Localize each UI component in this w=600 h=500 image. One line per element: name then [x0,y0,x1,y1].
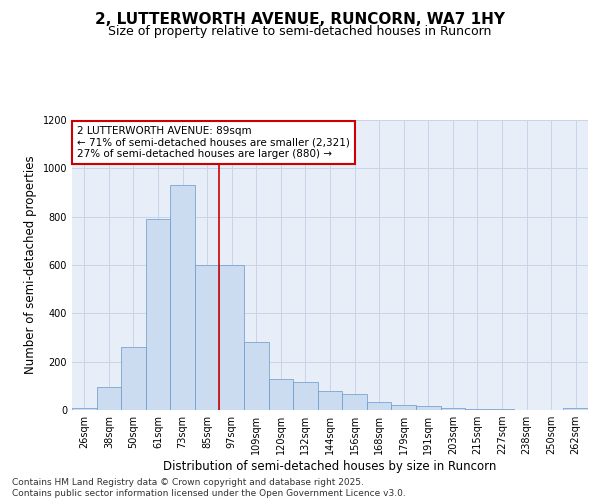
Text: 2 LUTTERWORTH AVENUE: 89sqm
← 71% of semi-detached houses are smaller (2,321)
27: 2 LUTTERWORTH AVENUE: 89sqm ← 71% of sem… [77,126,350,159]
Text: Size of property relative to semi-detached houses in Runcorn: Size of property relative to semi-detach… [109,25,491,38]
X-axis label: Distribution of semi-detached houses by size in Runcorn: Distribution of semi-detached houses by … [163,460,497,473]
Bar [440,408,465,410]
Text: Contains HM Land Registry data © Crown copyright and database right 2025.
Contai: Contains HM Land Registry data © Crown c… [12,478,406,498]
Bar [244,342,269,410]
Bar [391,405,416,410]
Text: 2, LUTTERWORTH AVENUE, RUNCORN, WA7 1HY: 2, LUTTERWORTH AVENUE, RUNCORN, WA7 1HY [95,12,505,28]
Bar [121,347,146,410]
Bar [72,408,97,410]
Bar [269,378,293,410]
Bar [195,265,220,410]
Bar [97,387,121,410]
Bar [367,402,391,410]
Bar [293,382,318,410]
Bar [342,394,367,410]
Bar [465,409,490,410]
Y-axis label: Number of semi-detached properties: Number of semi-detached properties [24,156,37,374]
Bar [416,406,440,410]
Bar [170,185,195,410]
Bar [318,390,342,410]
Bar [563,408,588,410]
Bar [146,219,170,410]
Bar [220,265,244,410]
